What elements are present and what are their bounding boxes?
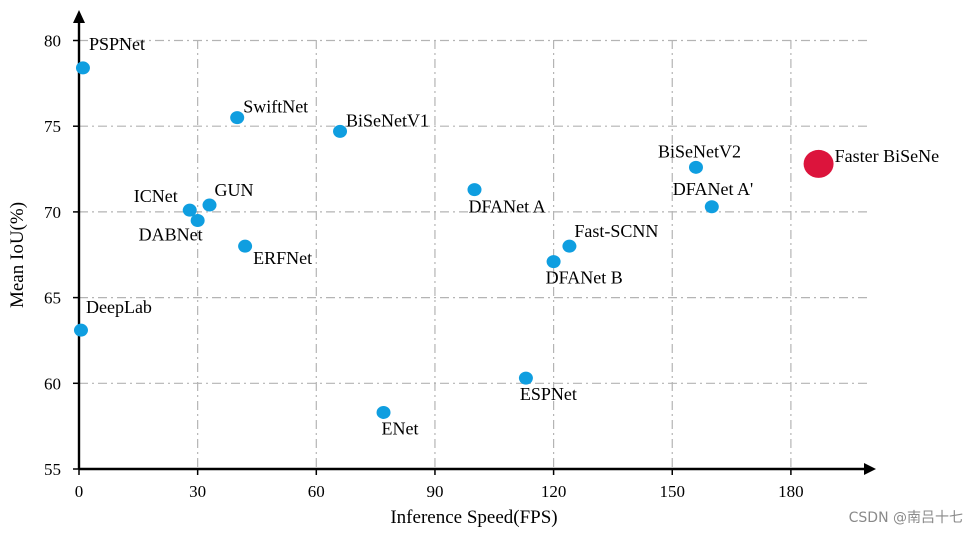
point-label-9: DFANet B	[546, 268, 623, 288]
point-label-1: SwiftNet	[243, 97, 308, 117]
point-label-6: ERFNet	[253, 248, 312, 268]
point-label-2: BiSeNetV1	[346, 110, 429, 130]
x-tick-label-90: 90	[426, 482, 443, 501]
point-label-4: GUN	[215, 180, 254, 200]
grid	[79, 39, 870, 469]
data-point-8	[562, 239, 577, 253]
data-point-15	[376, 405, 391, 419]
data-point-6	[238, 239, 253, 253]
data-point-2	[333, 124, 348, 138]
data-point-14	[518, 371, 533, 385]
data-point-13	[73, 323, 88, 337]
data-point-9	[546, 255, 561, 269]
data-point-12	[803, 149, 834, 178]
point-labels: PSPNet SwiftNet BiSeNetV1 ICNet GUN DABNet ERF…	[86, 34, 939, 439]
y-tick-label-60: 60	[44, 374, 61, 393]
y-tick-label-75: 75	[44, 117, 61, 136]
x-tick-label-120: 120	[541, 482, 567, 501]
data-point-5	[190, 213, 205, 227]
data-point-1	[230, 111, 245, 125]
data-point-7	[467, 183, 482, 197]
point-label-11: DFANet A'	[673, 179, 753, 199]
x-tick-label-0: 0	[75, 482, 84, 501]
tick-labels: 0 30 60 90 120 150 180 55 60 65 70 75 80	[44, 32, 804, 502]
y-axis-title: Mean IoU(%)	[7, 202, 28, 308]
point-label-12: Faster BiSeNe	[835, 146, 939, 166]
data-point-0	[75, 61, 90, 75]
point-label-13: DeepLab	[86, 297, 152, 317]
y-tick-label-80: 80	[44, 32, 61, 51]
y-axis-arrow	[73, 10, 85, 23]
point-label-7: DFANet A	[469, 197, 546, 217]
point-label-14: ESPNet	[520, 384, 577, 404]
x-axis-arrow	[864, 463, 876, 475]
y-tick-label-65: 65	[44, 289, 61, 308]
point-label-3: ICNet	[134, 186, 178, 206]
x-tick-label-150: 150	[660, 482, 686, 501]
y-tick-label-55: 55	[44, 460, 61, 479]
point-label-15: ENet	[382, 418, 419, 438]
x-tick-label-180: 180	[778, 482, 804, 501]
point-label-8: Fast-SCNN	[574, 221, 658, 241]
point-label-10: BiSeNetV2	[658, 141, 741, 161]
point-label-5: DABNet	[139, 224, 203, 244]
x-tick-label-30: 30	[189, 482, 206, 501]
data-point-4	[202, 198, 217, 212]
data-points	[73, 61, 834, 419]
x-axis-title: Inference Speed(FPS)	[390, 507, 557, 528]
data-point-10	[688, 160, 703, 174]
point-label-0: PSPNet	[89, 34, 145, 54]
y-tick-label-70: 70	[44, 203, 61, 222]
data-point-11	[704, 200, 719, 214]
data-point-3	[182, 203, 197, 217]
watermark: CSDN @南吕十七	[848, 510, 963, 526]
x-tick-label-60: 60	[308, 482, 325, 501]
axes	[73, 10, 876, 475]
